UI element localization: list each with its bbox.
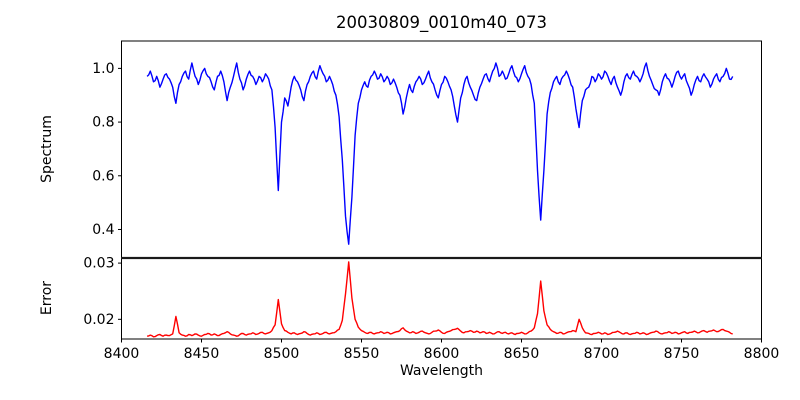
spectrum-y-tick-label: 0.6 [92, 168, 114, 184]
error-line [146, 261, 733, 338]
x-tick-label: 8650 [504, 346, 540, 362]
x-tick-label: 8800 [744, 346, 780, 362]
spectrum-axes-frame [121, 40, 762, 258]
wavelength-x-axis-label: Wavelength [399, 363, 484, 379]
error-axes-frame [121, 258, 762, 340]
spectrum-y-tick-label: 0.8 [92, 115, 114, 131]
spectrum-y-tick-label: 1.0 [92, 61, 114, 77]
x-tick-label: 8450 [184, 346, 220, 362]
x-tick-label: 8550 [344, 346, 380, 362]
x-tick-label: 8400 [104, 346, 140, 362]
error-y-tick-label: 0.02 [83, 312, 114, 328]
spectrum-line [146, 62, 734, 245]
x-tick-label: 8500 [264, 346, 300, 362]
chart-title: 20030809_0010m40_073 [335, 13, 548, 32]
error-y-tick-label: 0.03 [83, 256, 114, 272]
x-tick-label: 8600 [424, 346, 460, 362]
x-tick-label: 8700 [584, 346, 620, 362]
x-tick-label: 8750 [664, 346, 700, 362]
spectrum-y-tick-label: 0.4 [92, 222, 114, 238]
